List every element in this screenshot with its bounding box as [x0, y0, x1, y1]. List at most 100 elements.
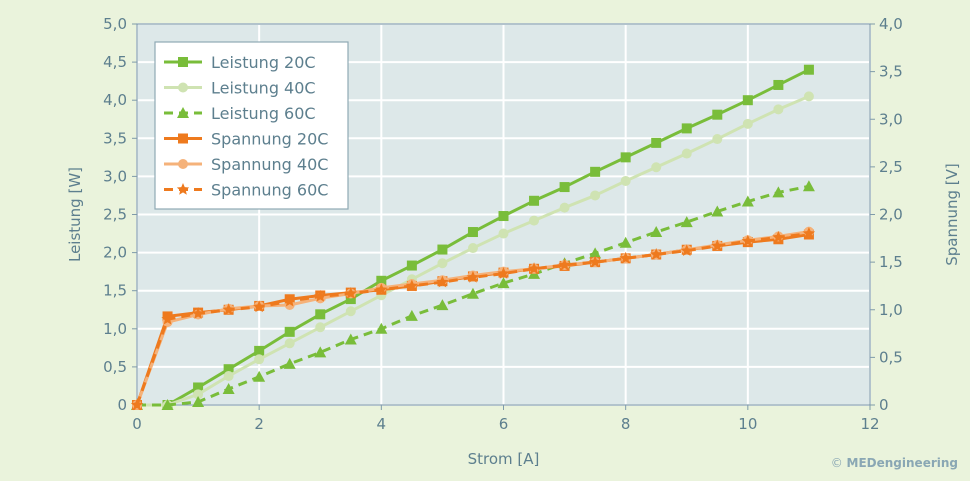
y-left-tick-label: 4,5	[103, 53, 127, 71]
x-tick-label: 0	[132, 415, 142, 433]
data-point-series-3	[711, 205, 724, 217]
copyright-symbol: ©	[830, 456, 843, 470]
data-point-series-6	[772, 230, 785, 243]
y-left-tick-label: 3,0	[103, 167, 127, 185]
data-point-series-2	[437, 258, 448, 269]
data-point-series-3	[405, 309, 418, 321]
y-left-tick-label: 0,5	[103, 358, 127, 376]
y-right-tick-label: 1,5	[879, 253, 903, 271]
data-point-series-1	[376, 275, 387, 286]
data-point-series-2	[467, 243, 478, 254]
data-point-series-3	[436, 299, 449, 311]
data-point-series-1	[620, 152, 631, 163]
data-point-series-1	[651, 137, 662, 148]
y-right-tick-label: 3,5	[879, 63, 903, 81]
data-point-series-6	[344, 287, 357, 299]
x-tick-label: 6	[499, 415, 509, 433]
data-point-series-6	[130, 398, 144, 411]
data-point-series-3	[650, 226, 663, 238]
data-point-series-6	[191, 307, 205, 319]
legend-label: Leistung 20C	[211, 53, 316, 72]
data-point-series-1	[254, 345, 265, 356]
data-point-series-1	[712, 109, 723, 120]
data-point-series-1	[529, 195, 540, 206]
data-point-series-6	[252, 300, 266, 313]
legend-swatch-marker	[176, 183, 190, 195]
data-point-series-6	[436, 275, 449, 288]
data-point-series-2	[559, 202, 570, 213]
data-point-series-3	[741, 195, 754, 207]
data-point-series-3	[772, 186, 785, 198]
data-point-series-6	[650, 248, 663, 260]
data-point-series-2	[590, 190, 601, 201]
data-point-series-3	[344, 333, 357, 345]
data-point-series-2	[651, 162, 662, 173]
data-point-series-2	[254, 354, 265, 365]
data-point-series-1	[193, 382, 204, 393]
x-axis-title: Strom [A]	[468, 450, 540, 468]
data-point-series-6	[375, 283, 388, 296]
data-point-series-2	[712, 134, 723, 145]
data-point-series-2	[773, 104, 784, 115]
data-point-series-3	[680, 216, 693, 228]
y-left-tick-label: 4,0	[103, 91, 127, 109]
x-tick-label: 4	[377, 415, 387, 433]
data-point-series-6	[405, 279, 419, 292]
data-point-series-2	[498, 228, 509, 239]
y-left-tick-label: 1,5	[103, 282, 127, 300]
x-tick-label: 10	[738, 415, 757, 433]
data-point-series-6	[222, 303, 235, 316]
y-right-tick-label: 2,5	[879, 158, 903, 176]
legend-label: Spannung 40C	[211, 155, 328, 174]
legend-label: Leistung 40C	[211, 79, 316, 98]
data-point-series-6	[161, 312, 174, 325]
legend-label: Spannung 20C	[211, 130, 328, 149]
series-line-3	[137, 184, 810, 407]
legend-swatch-marker	[178, 57, 188, 67]
data-point-series-2	[742, 118, 753, 129]
data-point-series-2	[620, 175, 631, 186]
data-point-series-1	[467, 227, 478, 238]
data-point-series-6	[741, 234, 755, 247]
copyright-credit: © MEDengineering	[831, 456, 958, 470]
y-right-axis-title: Spannung [V]	[943, 163, 961, 266]
data-point-series-1	[773, 79, 784, 90]
data-point-series-6	[558, 258, 571, 271]
data-point-series-2	[803, 91, 814, 102]
data-point-series-1	[742, 95, 753, 106]
x-tick-label: 2	[254, 415, 264, 433]
data-point-series-3	[497, 277, 510, 289]
y-right-tick-label: 2,0	[879, 206, 903, 224]
credit-rest: engineering	[876, 456, 958, 470]
y-left-tick-label: 1,0	[103, 320, 127, 338]
x-tick-label: 12	[860, 415, 879, 433]
y-left-axis-title: Leistung [W]	[66, 167, 84, 262]
data-point-series-6	[588, 255, 602, 268]
credit-brand: MED	[846, 456, 877, 470]
data-point-series-1	[498, 211, 509, 222]
data-point-series-1	[315, 309, 326, 320]
data-point-series-6	[619, 251, 632, 264]
data-point-series-1	[284, 326, 295, 337]
data-point-series-6	[497, 267, 510, 279]
legend-label: Leistung 60C	[211, 104, 316, 123]
data-point-series-3	[466, 287, 479, 299]
data-point-series-3	[619, 236, 632, 248]
data-point-series-6	[680, 244, 693, 256]
data-point-series-1	[590, 166, 601, 177]
data-point-series-3	[161, 399, 174, 410]
data-point-series-3	[589, 247, 602, 259]
data-point-series-2	[223, 371, 234, 382]
legend-label: Spannung 60C	[211, 181, 328, 200]
data-point-series-1	[681, 123, 692, 134]
y-left-tick-label: 0	[117, 396, 127, 414]
legend-swatch-marker	[177, 107, 189, 118]
data-point-series-1	[406, 260, 417, 271]
data-point-series-6	[466, 270, 480, 283]
data-point-series-3	[253, 370, 266, 382]
data-point-series-3	[314, 346, 327, 358]
data-point-series-1	[223, 364, 234, 375]
data-point-series-6	[527, 262, 541, 275]
